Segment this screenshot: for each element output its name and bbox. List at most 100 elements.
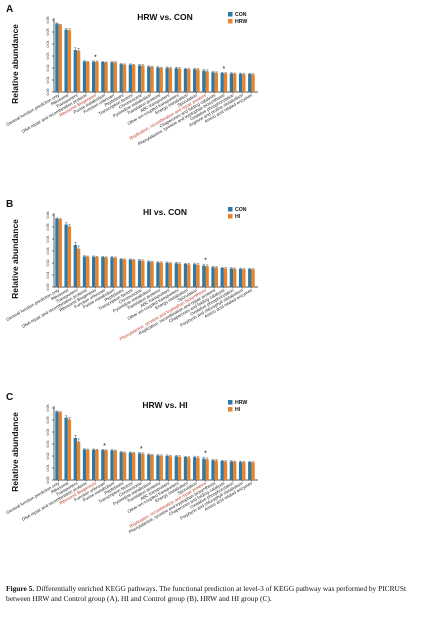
panel-c: C HRW vs. HI Relative abundance 0.00 0.01 0.0… — [0, 388, 429, 583]
bar-hrw — [86, 62, 90, 92]
bar-hrw — [196, 69, 200, 92]
bar-hi — [132, 260, 136, 287]
y-tick-label: 0.01 — [46, 465, 50, 472]
legend-label-con: CON — [235, 12, 247, 18]
bar-hrw — [238, 461, 243, 480]
bar-con — [156, 262, 160, 287]
bar-hrw — [229, 461, 234, 480]
bar-hrw — [67, 30, 72, 92]
bar-hi — [58, 412, 62, 480]
bar-con — [101, 62, 105, 92]
bar-con — [82, 256, 87, 287]
y-tick-label: 0.02 — [46, 260, 50, 267]
panel-letter: A — [6, 4, 13, 15]
significance-mark: * — [204, 258, 207, 265]
bar-hi — [233, 268, 237, 287]
bar-hi — [159, 262, 163, 287]
significance-mark: * — [222, 66, 225, 73]
bar-hi — [95, 450, 99, 480]
bar-con — [220, 268, 224, 287]
bar-hi — [187, 457, 191, 480]
bar-hi — [95, 257, 99, 287]
bar-hi — [76, 248, 81, 287]
bar-con — [55, 23, 59, 93]
chart-title: HRW vs. CON — [137, 12, 193, 22]
bar-hrw — [132, 65, 136, 92]
bar-con — [110, 62, 114, 92]
y-tick-label: 0.05 — [46, 224, 50, 231]
bar-con — [128, 259, 133, 287]
panel-b: B HI vs. CON Relative abundance 0.00 0.01 0.0… — [0, 195, 429, 390]
bar-con — [64, 29, 68, 93]
bar-hi — [141, 260, 145, 287]
bar-hi — [104, 450, 108, 480]
bar-hrw — [159, 68, 163, 92]
bar-hrw — [128, 452, 133, 480]
bar-con — [110, 257, 114, 287]
legend-swatch-hi — [228, 407, 233, 412]
bar-hi — [76, 441, 81, 480]
bar-hi — [242, 462, 246, 480]
bar-hi — [177, 456, 182, 480]
y-tick-label: 0.00 — [46, 89, 50, 96]
bar-hi — [168, 456, 173, 480]
bar-hi — [223, 461, 228, 480]
bar-con — [193, 69, 197, 92]
bar-con — [211, 267, 215, 287]
bar-hi — [58, 219, 62, 287]
y-tick-label: 0.05 — [46, 29, 50, 36]
bar-hi — [67, 419, 72, 480]
chart-panel-a: A HRW vs. CON Relative abundance 0.00 0.01 0.… — [5, 4, 258, 146]
bar-hi — [196, 457, 200, 480]
bar-hrw — [220, 461, 224, 480]
bar-hi — [205, 459, 209, 480]
y-tick-label: 0.06 — [46, 212, 50, 219]
bar-hi — [187, 264, 191, 287]
bar-hrw — [137, 453, 142, 480]
bar-hrw — [122, 64, 127, 92]
bar-hi — [122, 259, 127, 287]
panel-letter: B — [6, 199, 13, 210]
bar-hi — [233, 461, 237, 480]
bar-hrw — [110, 450, 114, 480]
significance-mark: * — [204, 451, 207, 458]
bar-hrw — [104, 62, 108, 92]
legend-label-hrw: HRW — [235, 400, 247, 406]
y-tick-label: 0.03 — [46, 441, 50, 448]
bar-hrw — [147, 454, 151, 480]
y-axis-label: Relative abundance — [10, 412, 20, 492]
bar-con — [202, 70, 206, 92]
bar-hrw — [187, 69, 191, 92]
y-tick-label: 0.02 — [46, 453, 50, 460]
bar-hrw — [82, 449, 87, 480]
bar-hrw — [165, 455, 169, 480]
bar-hrw — [64, 417, 68, 480]
bar-con — [238, 73, 243, 92]
bar-hrw — [248, 462, 252, 480]
y-tick-label: 0.04 — [46, 429, 50, 436]
legend-swatch-hi — [228, 214, 233, 219]
legend-label-hi: HI — [235, 214, 241, 220]
chart-panel-c: C HRW vs. HI Relative abundance 0.00 0.01 0.0… — [5, 392, 258, 534]
bar-con — [64, 224, 68, 287]
bar-con — [229, 73, 234, 92]
bar-con — [101, 257, 105, 287]
bar-con — [92, 61, 96, 92]
bar-hrw — [223, 73, 228, 92]
bar-hrw — [214, 72, 218, 92]
legend-swatch-con — [228, 12, 233, 17]
bar-hrw — [156, 455, 160, 480]
caption-label: Figure 5. — [6, 584, 35, 593]
bar-hrw — [95, 61, 99, 92]
bar-hi — [214, 460, 218, 480]
y-tick-label: 0.00 — [46, 284, 50, 291]
bar-hi — [150, 455, 154, 480]
legend-swatch-hrw — [228, 19, 233, 24]
chart-title: HI vs. CON — [143, 207, 187, 217]
bar-con — [174, 68, 178, 92]
bar-hrw — [76, 50, 81, 92]
legend-swatch-hrw — [228, 400, 233, 405]
y-tick-label: 0.05 — [46, 417, 50, 424]
bar-hrw — [205, 71, 209, 92]
bar-con — [137, 65, 142, 92]
